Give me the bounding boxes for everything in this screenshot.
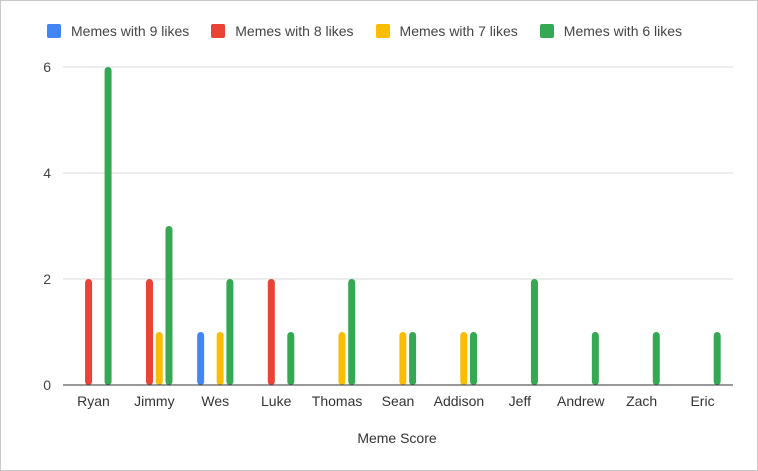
x-tick-label: Luke: [261, 393, 292, 409]
x-axis-title: Meme Score: [357, 430, 437, 446]
legend-label: Memes with 7 likes: [399, 23, 518, 39]
x-tick-label: Jeff: [509, 393, 531, 409]
bar[interactable]: [460, 332, 468, 385]
legend-label: Memes with 9 likes: [71, 23, 190, 39]
x-tick-label: Jimmy: [134, 393, 174, 409]
y-tick-label: 0: [43, 377, 51, 393]
legend: Memes with 9 likes Memes with 8 likes Me…: [47, 23, 704, 39]
y-tick-label: 6: [43, 59, 51, 75]
legend-swatch: [375, 24, 390, 38]
x-tick-label: Sean: [382, 393, 415, 409]
bar[interactable]: [338, 332, 346, 385]
bar[interactable]: [470, 332, 478, 385]
bar[interactable]: [348, 279, 356, 385]
x-tick-label: Ryan: [77, 393, 110, 409]
bar[interactable]: [197, 332, 205, 385]
x-tick-label: Addison: [434, 393, 485, 409]
bar[interactable]: [216, 332, 224, 385]
bar[interactable]: [85, 279, 93, 385]
gridlines: [63, 66, 733, 280]
x-tick-label: Wes: [201, 393, 229, 409]
legend-label: Memes with 8 likes: [235, 23, 354, 39]
legend-swatch: [539, 24, 554, 38]
legend-item-9-likes[interactable]: Memes with 9 likes: [47, 23, 189, 39]
legend-item-6-likes[interactable]: Memes with 6 likes: [539, 23, 683, 39]
bar[interactable]: [713, 332, 721, 385]
x-tick-label: Thomas: [312, 393, 363, 409]
legend-swatch: [211, 24, 226, 38]
x-tick-label: Zach: [626, 393, 657, 409]
legend-item-7-likes[interactable]: Memes with 7 likes: [375, 23, 518, 39]
bars: [85, 67, 721, 385]
legend-swatch: [47, 24, 61, 38]
y-tick-label: 4: [43, 165, 51, 181]
bar[interactable]: [267, 279, 275, 385]
x-tick-label: Andrew: [557, 393, 605, 409]
bar[interactable]: [145, 279, 153, 385]
x-tick-label: Eric: [690, 393, 714, 409]
bar[interactable]: [104, 67, 112, 385]
legend-item-8-likes[interactable]: Memes with 8 likes: [211, 23, 354, 39]
x-axis-ticks: Ryan Jimmy Wes Luke Thomas Sean Addison Jeff And…: [77, 393, 714, 409]
bar[interactable]: [165, 226, 173, 385]
bar[interactable]: [409, 332, 417, 385]
bar[interactable]: [399, 332, 407, 385]
y-axis-ticks: 0 2 4 6: [43, 59, 51, 393]
bar[interactable]: [530, 279, 538, 385]
legend-label: Memes with 6 likes: [563, 23, 683, 39]
bar[interactable]: [287, 332, 295, 385]
bar[interactable]: [226, 279, 234, 385]
bar[interactable]: [652, 332, 660, 385]
y-tick-label: 2: [43, 271, 51, 287]
bar[interactable]: [591, 332, 599, 385]
bar[interactable]: [155, 332, 163, 385]
